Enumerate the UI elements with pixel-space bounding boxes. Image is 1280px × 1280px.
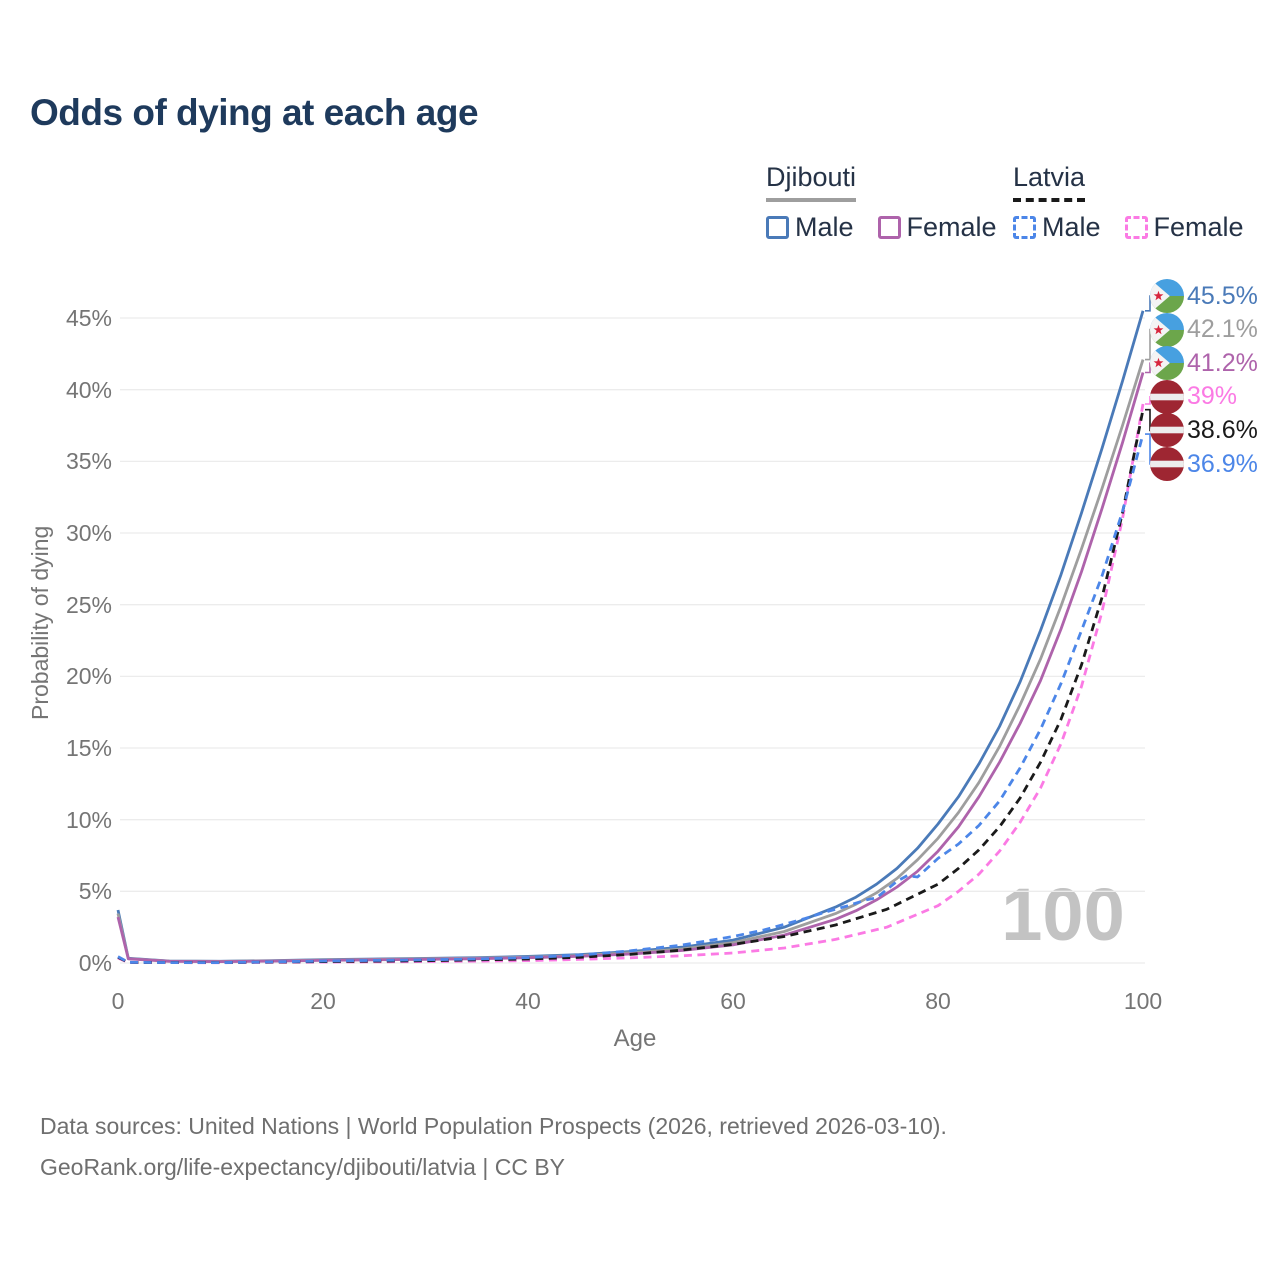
latvia-female-swatch-icon (1124, 216, 1148, 239)
footer-line-2: GeoRank.org/life-expectancy/djibouti/lat… (40, 1154, 566, 1180)
x-axis-title: Age (613, 1025, 657, 1052)
x-tick-0: 0 (111, 988, 125, 1014)
legend-items-djibouti: Male Female (766, 212, 997, 243)
end-value-label: 39% (1187, 382, 1238, 411)
footer-line-1: Data sources: United Nations | World Pop… (40, 1113, 947, 1139)
series-line-latvia-female[interactable] (117, 403, 1145, 965)
y-tick-30: 30% (65, 520, 112, 546)
legend-group-latvia: Latvia Male Female (1013, 162, 1244, 243)
legend-label: Male (795, 212, 854, 242)
end-label-row: 38.6% (1150, 413, 1258, 447)
latvia-flag-icon (1150, 413, 1184, 447)
y-tick-35: 35% (65, 448, 112, 475)
legend-item-djibouti-male[interactable]: Male (766, 212, 854, 243)
x-tick-40: 40 (515, 988, 541, 1014)
end-value-label: 38.6% (1187, 415, 1258, 444)
legend-items-latvia: Male Female (1013, 212, 1244, 243)
page-title: Odds of dying at each age (30, 92, 479, 133)
latvia-male-swatch-icon (1013, 216, 1036, 239)
legend-label: Female (906, 212, 997, 242)
legend-item-latvia-female[interactable]: Female (1124, 212, 1244, 243)
end-label-row: 42.1% (1150, 313, 1258, 347)
series-line-latvia-male[interactable] (117, 433, 1145, 964)
end-label-row: 45.5% (1150, 279, 1258, 313)
x-tick-20: 20 (310, 988, 336, 1014)
x-tick-80: 80 (925, 988, 951, 1014)
legend-country-djibouti[interactable]: Djibouti (766, 162, 857, 202)
latvia-flag-icon (1150, 447, 1184, 481)
legend-item-djibouti-female[interactable]: Female (877, 212, 997, 243)
y-tick-0: 0% (78, 950, 112, 976)
y-tick-10: 10% (65, 806, 112, 833)
end-value-label: 41.2% (1187, 348, 1258, 377)
legend-label: Female (1153, 212, 1244, 242)
y-tick-5: 5% (78, 878, 112, 905)
end-value-label: 42.1% (1187, 315, 1258, 344)
y-tick-20: 20% (65, 663, 112, 690)
x-tick-60: 60 (720, 988, 746, 1014)
djibouti-female-swatch-icon (877, 216, 901, 239)
djibouti-male-swatch-icon (766, 216, 789, 239)
x-tick-100: 100 (1123, 988, 1163, 1014)
end-label-row: 39% (1150, 380, 1237, 414)
end-value-label: 45.5% (1187, 281, 1258, 310)
series-line-djibouti-both-sexes[interactable] (116, 359, 1145, 963)
djibouti-flag-icon (1150, 313, 1184, 347)
legend-item-latvia-male[interactable]: Male (1013, 212, 1101, 243)
legend-country-latvia[interactable]: Latvia (1013, 162, 1086, 202)
latvia-flag-icon (1150, 380, 1184, 414)
y-tick-40: 40% (65, 376, 112, 403)
djibouti-flag-icon (1150, 279, 1184, 313)
y-tick-25: 25% (65, 591, 112, 618)
data-source-footer: Data sources: United Nations | World Pop… (40, 1106, 947, 1188)
end-label-row: 41.2% (1150, 346, 1258, 380)
legend-label: Male (1042, 212, 1101, 242)
series-line-latvia-both-sexes[interactable] (117, 409, 1145, 964)
age-watermark: 100 (1001, 873, 1125, 956)
legend-group-djibouti: Djibouti Male Female (766, 162, 997, 243)
djibouti-flag-icon (1150, 346, 1184, 380)
end-value-label: 36.9% (1187, 449, 1258, 478)
y-tick-45: 45% (65, 305, 112, 331)
y-tick-15: 15% (65, 735, 112, 761)
end-label-row: 36.9% (1150, 447, 1258, 481)
